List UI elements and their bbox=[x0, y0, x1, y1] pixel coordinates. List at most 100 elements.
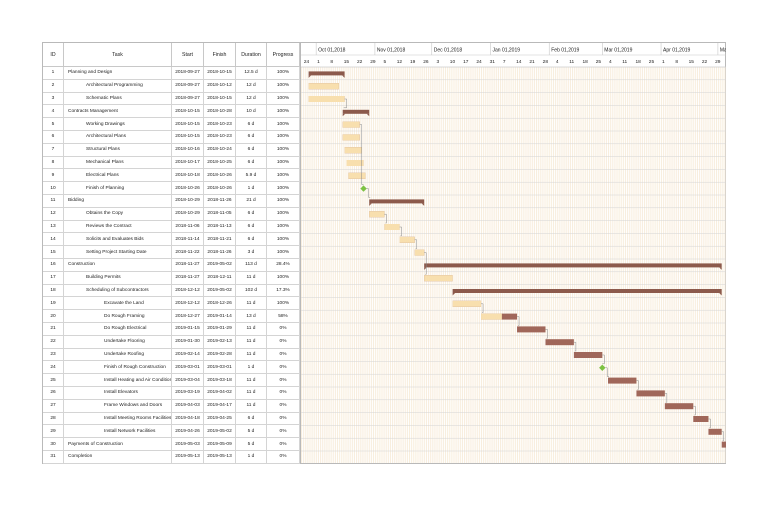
day-tick-label: 22 bbox=[357, 59, 363, 65]
task-id: 6 bbox=[43, 131, 64, 143]
task-progress: 0% bbox=[267, 374, 300, 386]
task-row[interactable]: 26 Install Elevators 2019-03-19 2019-04-02 1… bbox=[43, 387, 300, 400]
task-progress: 100% bbox=[267, 118, 300, 130]
task-id: 14 bbox=[43, 233, 64, 246]
task-bar bbox=[636, 390, 665, 397]
dependency-link bbox=[545, 329, 548, 339]
day-tick-label: 25 bbox=[649, 59, 655, 65]
task-name: Setting Project Starting Date bbox=[64, 246, 172, 258]
day-tick-label: 21 bbox=[529, 59, 535, 65]
task-name: Reviews the Contract bbox=[64, 220, 172, 233]
task-start: 2018-11-27 bbox=[172, 259, 204, 271]
column-header-duration[interactable]: Duration bbox=[236, 43, 267, 67]
task-progress: 100% bbox=[267, 67, 300, 79]
task-name: Mechanical Plans bbox=[64, 156, 172, 169]
day-stripe bbox=[393, 67, 395, 463]
task-bar bbox=[545, 339, 574, 346]
task-row[interactable]: 31 Completion 2019-05-13 2019-05-13 1 d 0% bbox=[43, 451, 300, 464]
day-tick-label: 7 bbox=[503, 59, 506, 65]
task-progress-fill bbox=[399, 236, 415, 243]
task-row[interactable]: 3 Schematic Plans 2018-09-27 2018-10-15 12 d… bbox=[43, 92, 300, 106]
task-name: Frame Windows and Doors bbox=[64, 399, 172, 412]
task-row[interactable]: 18 Scheduling of Subcontractors 2018-12-12… bbox=[43, 284, 300, 298]
task-row[interactable]: 25 Install Heating and Air Conditioning 20… bbox=[43, 374, 300, 387]
summary-cap bbox=[452, 293, 456, 296]
task-progress: 100% bbox=[267, 207, 300, 220]
column-header-task[interactable]: Task bbox=[64, 43, 172, 67]
task-start: 2018-10-26 bbox=[172, 182, 204, 194]
task-row[interactable]: 5 Working Drawings 2018-10-15 2018-10-23 6 d… bbox=[43, 118, 300, 131]
task-row[interactable]: 1 Planning and Design 2018-09-27 2018-10-15… bbox=[43, 67, 300, 80]
day-stripe bbox=[348, 67, 350, 463]
day-stripe bbox=[314, 67, 316, 463]
column-header-id[interactable]: ID bbox=[43, 43, 64, 67]
day-stripe bbox=[333, 67, 335, 463]
task-row[interactable]: 14 Solicits and Evaluates Bids 2018-11-14 2… bbox=[43, 233, 300, 247]
task-progress-fill bbox=[344, 147, 362, 154]
task-row[interactable]: 4 Contracts Management 2018-10-15 2018-10-2… bbox=[43, 105, 300, 119]
task-start: 2018-10-15 bbox=[172, 118, 204, 130]
day-tick-label: 4 bbox=[556, 59, 559, 65]
task-start: 2019-02-14 bbox=[172, 348, 204, 361]
task-start: 2018-12-12 bbox=[172, 284, 204, 297]
column-header-progress[interactable]: Progress bbox=[267, 43, 300, 67]
column-header-start[interactable]: Start bbox=[172, 43, 204, 67]
dependency-link bbox=[414, 239, 417, 249]
column-header-finish[interactable]: Finish bbox=[204, 43, 236, 67]
day-stripe bbox=[357, 67, 359, 463]
task-row[interactable]: 8 Mechanical Plans 2018-10-17 2018-10-25 6 d… bbox=[43, 156, 300, 170]
task-duration: 12.5 d bbox=[236, 67, 267, 79]
task-name: Electrical Plans bbox=[64, 169, 172, 182]
task-id: 2 bbox=[43, 79, 64, 92]
day-stripe bbox=[363, 67, 365, 463]
task-row[interactable]: 15 Setting Project Starting Date 2018-11-2… bbox=[43, 246, 300, 259]
task-id: 31 bbox=[43, 451, 64, 463]
task-row[interactable]: 29 Install Network Facilities 2019-04-26 20… bbox=[43, 425, 300, 439]
task-start: 2018-10-15 bbox=[172, 105, 204, 118]
task-row[interactable]: 2 Architectural Programming 2018-09-27 2018… bbox=[43, 79, 300, 93]
task-progress: 100% bbox=[267, 195, 300, 207]
task-row[interactable]: 30 Payments of Construction 2019-05-03 2019… bbox=[43, 438, 300, 451]
task-name: Finish of Planning bbox=[64, 182, 172, 194]
task-progress: 0% bbox=[267, 323, 300, 335]
task-name: Do Rough Framing bbox=[64, 310, 172, 322]
task-finish: 2019-03-01 bbox=[204, 361, 236, 374]
day-stripe bbox=[405, 67, 407, 463]
task-row[interactable]: 13 Reviews the Contract 2018-11-06 2018-11-… bbox=[43, 220, 300, 234]
task-start: 2019-04-18 bbox=[172, 412, 204, 425]
task-row[interactable]: 12 Obtains the Copy 2018-10-29 2018-11-05 6 … bbox=[43, 207, 300, 221]
task-id: 21 bbox=[43, 323, 64, 335]
task-finish: 2018-11-26 bbox=[204, 195, 236, 207]
task-name: Working Drawings bbox=[64, 118, 172, 130]
task-row[interactable]: 7 Structural Plans 2018-10-16 2018-10-24 6 d… bbox=[43, 143, 300, 157]
task-progress-fill bbox=[369, 211, 385, 218]
task-row[interactable]: 9 Electrical Plans 2018-10-18 2018-10-26 5.9… bbox=[43, 169, 300, 183]
task-row[interactable]: 24 Finish of Rough Construction 2019-03-01… bbox=[43, 361, 300, 375]
task-row[interactable]: 21 Do Rough Electrical 2019-01-15 2019-01-2… bbox=[43, 323, 300, 336]
task-row[interactable]: 6 Architectural Plans 2018-10-15 2018-10-23… bbox=[43, 131, 300, 144]
dependency-link bbox=[517, 316, 520, 326]
day-stripe bbox=[369, 67, 371, 463]
task-row[interactable]: 11 Bidding 2018-10-29 2018-11-26 21 d 100% bbox=[43, 195, 300, 208]
month-label: Dec 01,2018 bbox=[434, 48, 463, 54]
task-row[interactable]: 10 Finish of Planning 2018-10-26 2018-10-26… bbox=[43, 182, 300, 195]
task-row[interactable]: 22 Undertake Flooring 2019-01-30 2019-02-13… bbox=[43, 335, 300, 349]
task-progress: 100% bbox=[267, 131, 300, 143]
task-row[interactable]: 17 Building Permits 2018-11-27 2018-12-11 11… bbox=[43, 271, 300, 285]
task-row[interactable]: 23 Undertake Roofing 2019-02-14 2019-02-28 1… bbox=[43, 348, 300, 362]
dependency-link bbox=[359, 124, 364, 185]
task-id: 28 bbox=[43, 412, 64, 425]
task-row[interactable]: 19 Excavate the Land 2018-12-12 2018-12-26 1… bbox=[43, 297, 300, 311]
month-label: Mar 01,2019 bbox=[604, 48, 632, 54]
task-row[interactable]: 28 Install Meeting Rooms Facilities 2019-0… bbox=[43, 412, 300, 426]
dependency-link bbox=[605, 367, 609, 377]
task-duration: 11 d bbox=[236, 271, 267, 284]
day-tick-label: 12 bbox=[397, 59, 403, 65]
task-finish: 2018-11-13 bbox=[204, 220, 236, 233]
day-tick-label: 17 bbox=[463, 59, 469, 65]
task-row[interactable]: 20 Do Rough Framing 2018-12-27 2019-01-14 13… bbox=[43, 310, 300, 323]
task-row[interactable]: 27 Frame Windows and Doors 2019-04-03 2019-… bbox=[43, 399, 300, 413]
task-progress: 0% bbox=[267, 361, 300, 374]
day-stripe bbox=[384, 67, 386, 463]
